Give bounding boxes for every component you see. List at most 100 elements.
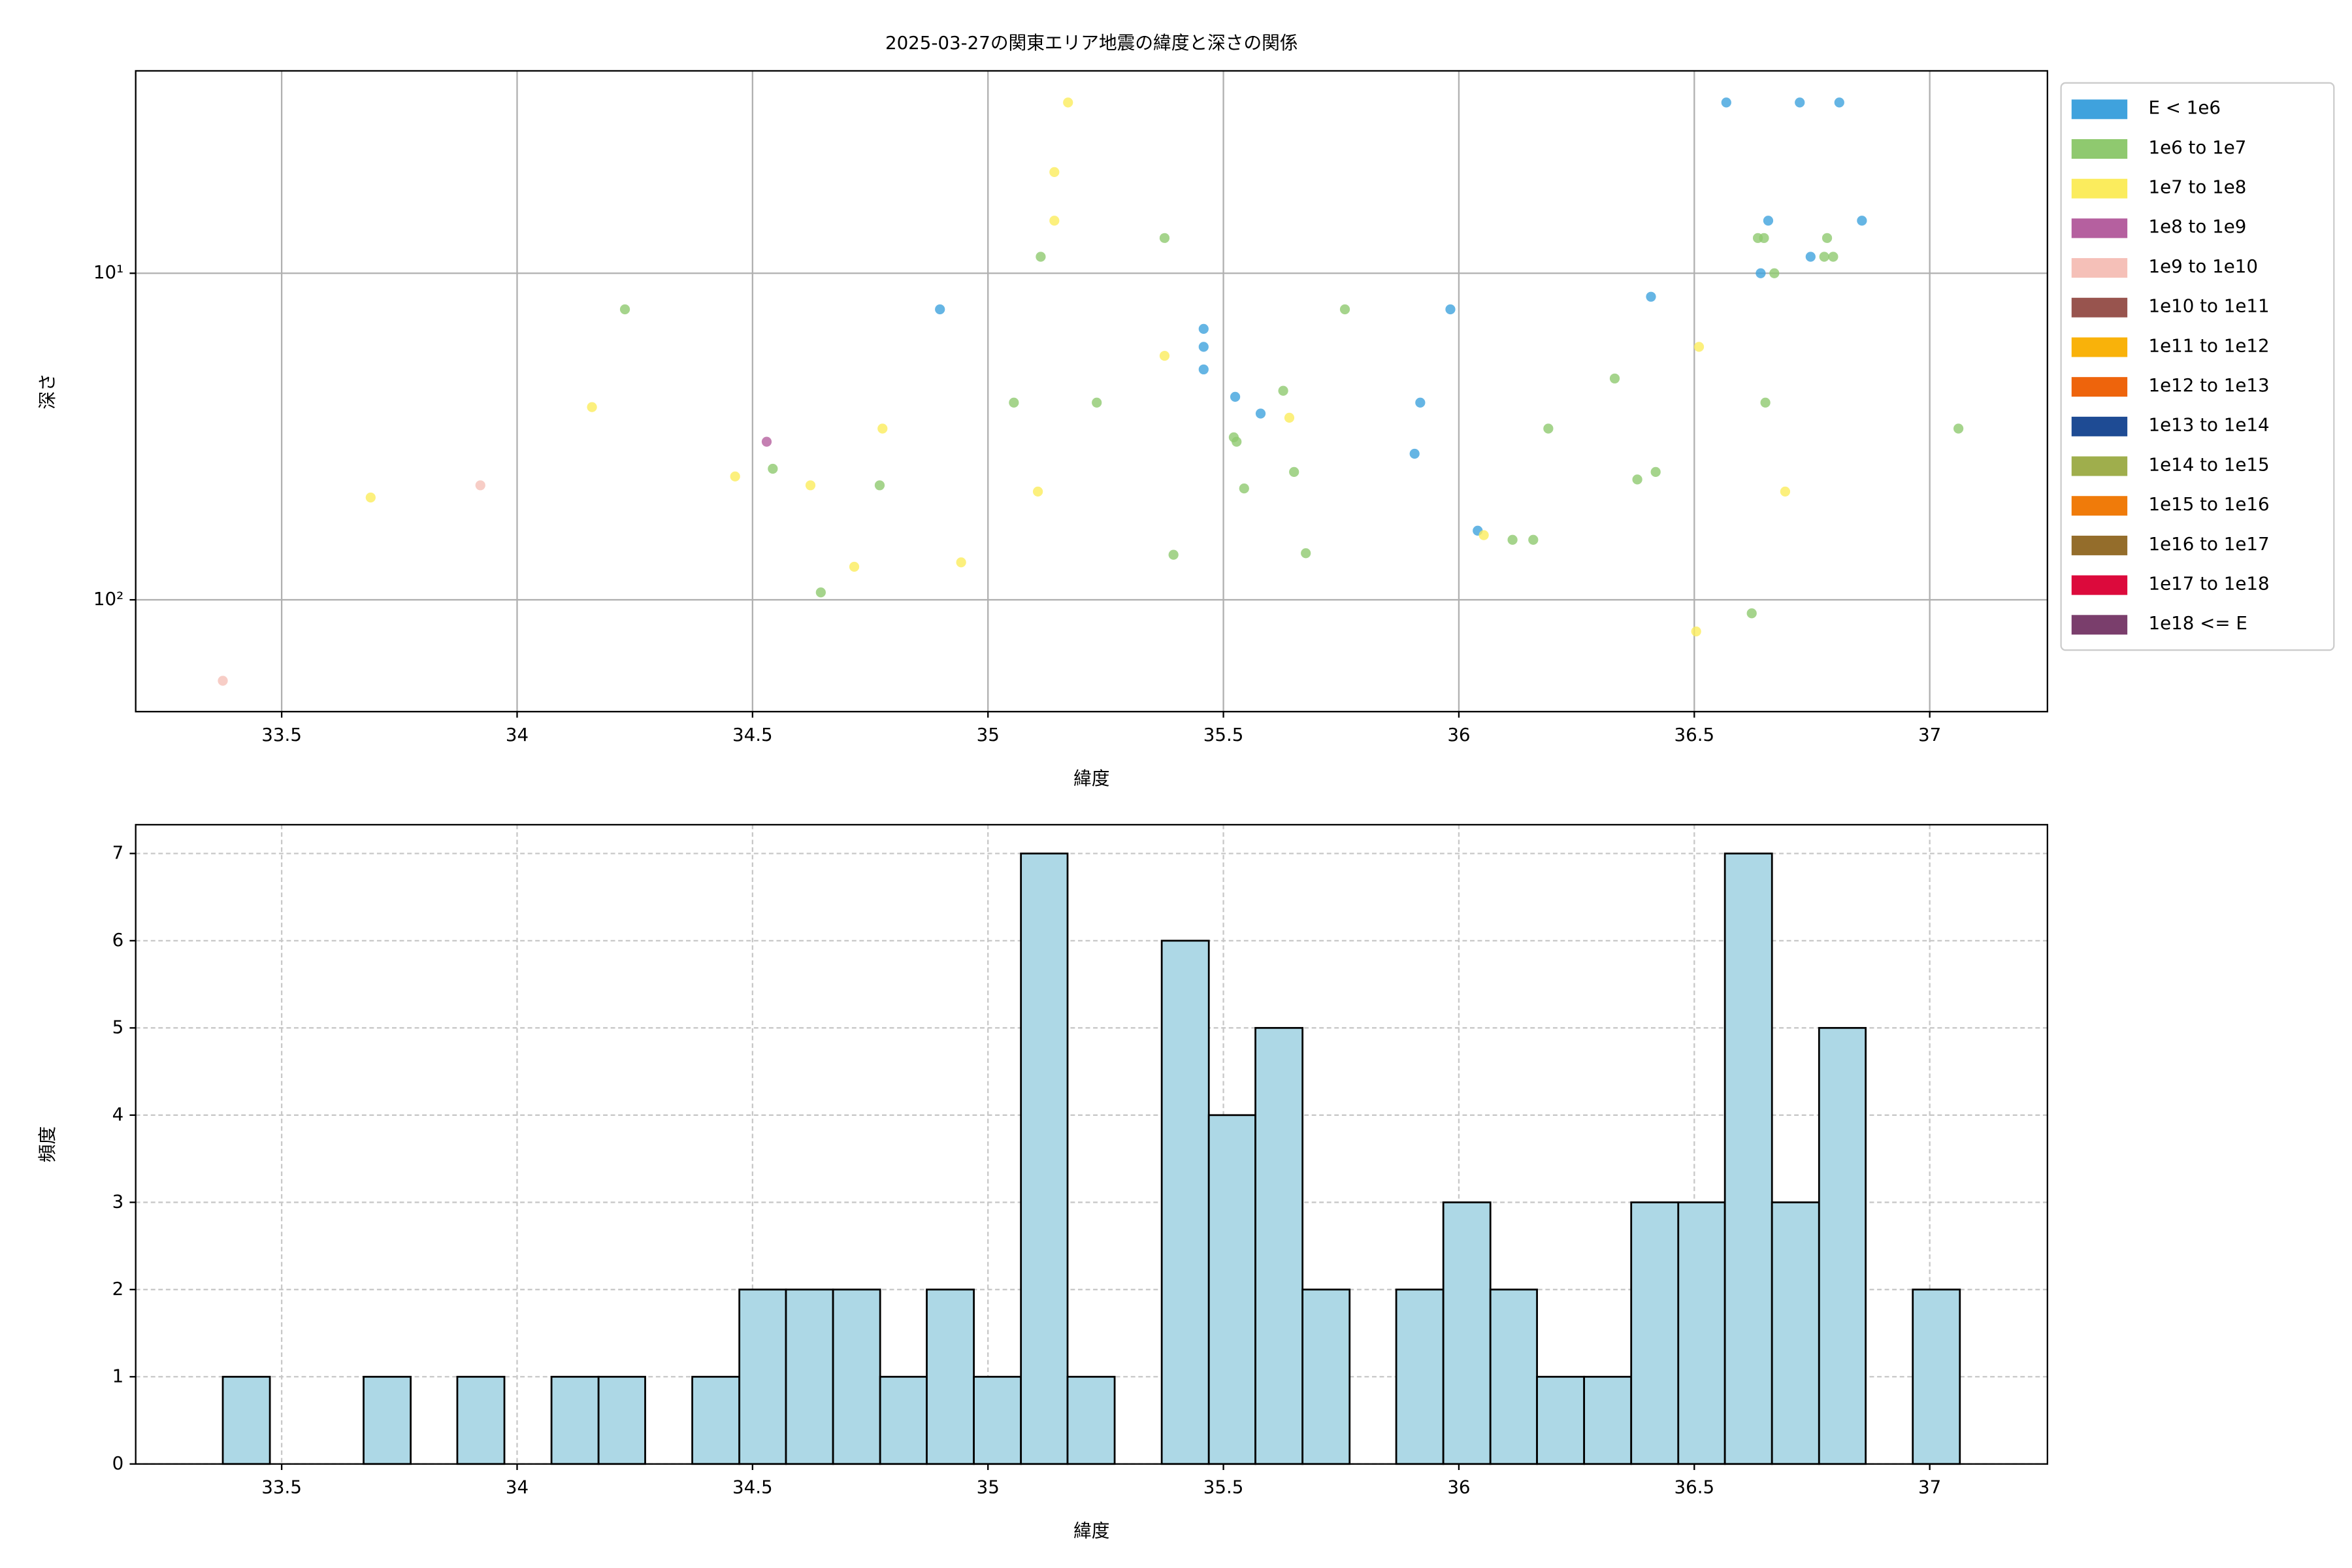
legend-swatch (2071, 456, 2128, 476)
bar (597, 1375, 646, 1465)
point (475, 480, 485, 491)
bar (1301, 1288, 1351, 1465)
point (1769, 268, 1780, 278)
point (1478, 530, 1489, 540)
legend-label: 1e7 to 1e8 (2148, 176, 2246, 198)
legend-label: 1e18 <= E (2148, 612, 2247, 634)
point (1953, 423, 1964, 434)
legend-swatch (2071, 615, 2128, 635)
point (587, 402, 597, 412)
bar (1489, 1288, 1538, 1465)
point (1752, 233, 1763, 243)
point (877, 423, 888, 434)
point (1063, 97, 1073, 108)
legend-swatch (2071, 535, 2128, 555)
point (1746, 608, 1757, 619)
point (1284, 412, 1295, 423)
x-tick-label: 37 (1918, 1477, 1941, 1498)
point (1828, 252, 1838, 262)
chart-title: 2025-03-27の関東エリア地震の緯度と深さの関係 (885, 32, 1298, 54)
x-tick-label: 36.5 (1674, 1477, 1714, 1498)
y-tick-label: 1 (112, 1365, 124, 1386)
bar (1818, 1026, 1867, 1465)
bar (221, 1375, 271, 1465)
bar (1020, 852, 1069, 1465)
point (1339, 304, 1350, 315)
point (1646, 291, 1656, 302)
bar (973, 1375, 1022, 1465)
y-tick-label: 4 (112, 1103, 124, 1125)
point (874, 480, 885, 491)
point (1009, 397, 1019, 408)
x-tick-label: 36.5 (1674, 724, 1714, 745)
point (761, 436, 772, 447)
point (849, 561, 860, 572)
point (1230, 391, 1241, 402)
legend-label: 1e9 to 1e10 (2148, 255, 2258, 277)
y-tick-label: 2 (112, 1278, 124, 1299)
legend-label: 1e17 to 1e18 (2148, 572, 2269, 594)
legend-label: 1e12 to 1e13 (2148, 374, 2269, 396)
point (1632, 474, 1642, 485)
legend-swatch (2071, 337, 2128, 357)
x-tick-label: 33.5 (261, 1477, 302, 1498)
bar (832, 1288, 881, 1465)
bar (785, 1288, 834, 1465)
legend-swatch (2071, 377, 2128, 397)
y-tick-label: 10² (93, 588, 123, 610)
point (1198, 364, 1209, 375)
point (805, 480, 816, 491)
bar (926, 1288, 975, 1465)
point (1795, 97, 1805, 108)
point (1278, 385, 1288, 396)
point (1650, 466, 1661, 478)
legend-swatch (2071, 575, 2128, 595)
bar (1630, 1201, 1680, 1465)
y-axis-label: 深さ (37, 373, 58, 409)
x-tick-label: 35.5 (1203, 1477, 1244, 1498)
bar (1723, 852, 1773, 1465)
legend-swatch (2071, 178, 2128, 199)
bar (879, 1375, 928, 1465)
point (1239, 483, 1249, 494)
point (1049, 167, 1060, 178)
point (1036, 252, 1046, 262)
legend-label: 1e16 to 1e17 (2148, 533, 2269, 555)
bar (1912, 1288, 1961, 1465)
x-tick-label: 35 (977, 1477, 1000, 1498)
bar (1395, 1288, 1445, 1465)
point (1721, 97, 1731, 108)
axes-frame (135, 70, 2048, 713)
point (218, 676, 228, 686)
bar (1442, 1201, 1492, 1465)
legend-swatch (2071, 218, 2128, 238)
legend-swatch (2071, 416, 2128, 436)
point (1834, 97, 1844, 108)
x-axis-label: 緯度 (1073, 768, 1109, 789)
bar (1677, 1201, 1726, 1465)
bar (456, 1375, 506, 1465)
point (935, 304, 945, 315)
y-tick-label: 7 (112, 841, 124, 863)
x-tick-label: 34.5 (732, 1477, 773, 1498)
point (1819, 252, 1829, 262)
legend-swatch (2071, 258, 2128, 278)
bar (1207, 1114, 1256, 1465)
x-tick-label: 36 (1447, 724, 1470, 745)
point (1255, 408, 1266, 419)
legend-label: 1e10 to 1e11 (2148, 295, 2269, 317)
point (1693, 342, 1705, 352)
point (1445, 304, 1456, 315)
point (1409, 448, 1420, 459)
bar (1066, 1375, 1116, 1465)
point (1609, 373, 1620, 384)
point (1507, 534, 1518, 545)
legend-label: 1e6 to 1e7 (2148, 137, 2246, 158)
bar (1583, 1375, 1633, 1465)
legend-label: 1e13 to 1e14 (2148, 414, 2269, 436)
y-tick-label: 0 (112, 1452, 124, 1474)
point (815, 587, 826, 598)
x-tick-label: 34 (506, 724, 529, 745)
bar (691, 1375, 741, 1465)
legend-swatch (2071, 297, 2128, 318)
